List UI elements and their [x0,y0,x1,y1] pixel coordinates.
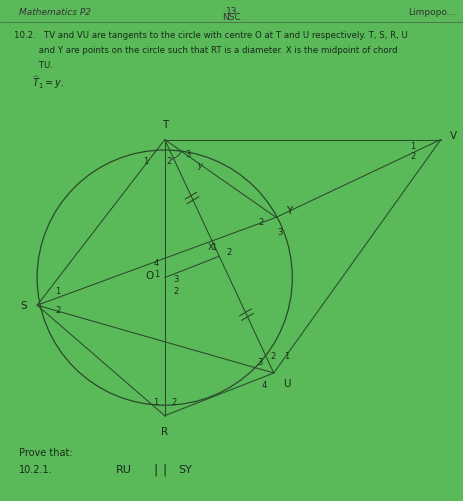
Text: 1: 1 [283,351,289,360]
Text: NSC: NSC [222,13,241,22]
Text: 1: 1 [409,142,415,151]
Text: 3: 3 [185,150,190,159]
Text: V: V [449,130,457,140]
Text: 2: 2 [166,157,172,166]
Text: 3: 3 [257,358,262,367]
Text: |: | [162,463,167,476]
Text: TU.: TU. [14,61,53,70]
Text: 3: 3 [173,275,179,284]
Text: $\widehat{T}_1 = y.$: $\widehat{T}_1 = y.$ [32,74,65,91]
Text: |: | [153,463,157,476]
Text: y: y [197,161,201,170]
Text: 1: 1 [211,242,216,251]
Text: Mathematics P2: Mathematics P2 [19,8,90,17]
Text: 2: 2 [55,305,61,314]
Text: 2: 2 [171,397,176,406]
Text: 2: 2 [226,247,232,256]
Text: 10.2.   TV and VU are tangents to the circle with centre O at T and U respective: 10.2. TV and VU are tangents to the circ… [14,31,407,40]
Text: X: X [207,242,213,251]
Text: 13: 13 [226,7,237,16]
Text: Limpopo...: Limpopo... [407,8,455,17]
Text: 4: 4 [153,259,159,268]
Text: 1: 1 [55,286,61,295]
Text: U: U [282,378,290,388]
Text: SY: SY [178,464,192,474]
Text: 1: 1 [152,397,158,406]
Text: T: T [161,120,168,130]
Text: 2: 2 [173,286,179,295]
Text: R: R [161,426,168,436]
Text: and Y are points on the circle such that RT is a diameter. X is the midpoint of : and Y are points on the circle such that… [14,46,397,55]
Text: O: O [145,271,154,281]
Text: 2: 2 [269,351,275,360]
Text: Prove that:: Prove that: [19,447,72,457]
Text: 1: 1 [143,157,149,166]
Text: 1: 1 [153,270,159,279]
Text: Y: Y [285,205,292,215]
Text: RU: RU [116,464,131,474]
Text: 2: 2 [409,152,415,161]
Text: 2: 2 [258,217,263,226]
Text: 3: 3 [276,227,282,236]
Text: S: S [20,301,26,311]
Text: 4: 4 [261,380,267,389]
Text: 10.2.1.: 10.2.1. [19,464,52,474]
